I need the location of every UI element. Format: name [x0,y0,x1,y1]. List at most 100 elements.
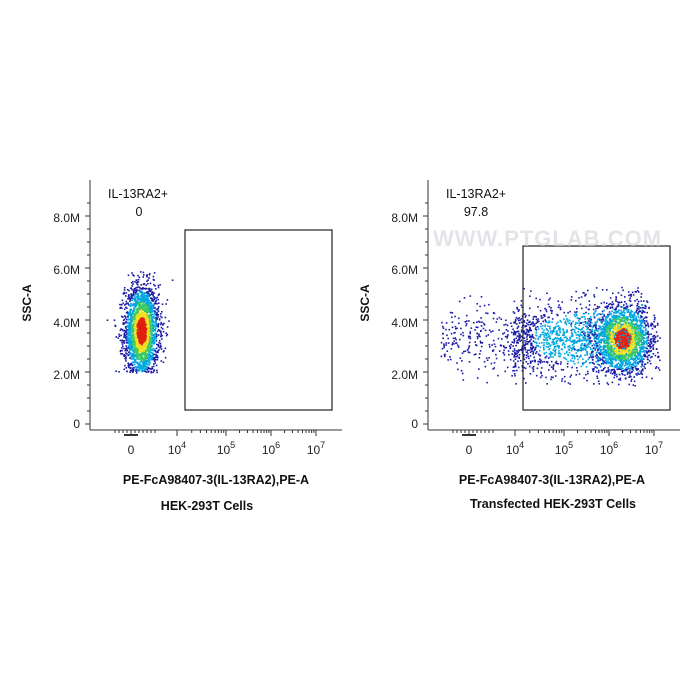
event-dot [144,345,147,348]
event-dot [597,360,599,363]
event-dot [578,356,580,358]
event-dot [451,312,454,314]
event-dot [142,274,145,276]
event-dot [136,340,139,342]
event-dot [486,359,489,361]
event-dot [137,301,140,303]
event-dot [135,358,137,361]
event-dot [586,353,588,355]
event-dot [160,334,163,336]
event-dot [580,331,582,333]
event-dot [479,305,481,308]
event-dot [515,323,518,325]
event-dot [156,303,158,305]
event-dot [141,288,144,290]
event-dot [133,318,136,320]
event-dot [156,313,158,315]
event-dot [129,299,132,301]
event-dot [610,348,612,350]
event-dot [508,345,511,347]
event-dot [617,357,619,359]
event-dot [576,307,578,310]
event-dot [153,314,155,316]
event-dot [158,339,161,342]
event-dot [149,294,152,296]
event-dot [533,315,536,318]
event-dot [146,308,148,310]
event-dot [447,337,449,340]
event-dot [606,382,609,384]
event-dot [613,372,615,374]
event-dot [149,307,152,310]
event-dot [450,332,453,335]
event-dot [532,351,535,353]
event-dot [525,356,528,359]
event-dot [639,354,642,356]
event-dot [139,349,142,351]
event-dot [143,322,146,325]
event-dot [150,340,152,343]
event-dot [638,327,640,329]
event-dot [653,325,655,328]
event-dot [143,359,145,361]
event-dot [154,335,157,338]
event-dot [563,375,566,378]
event-dot [464,350,467,352]
event-dot [447,359,449,361]
event-dot [554,352,557,354]
event-dot [526,322,528,325]
event-dot [593,338,596,340]
event-dot [165,303,167,305]
event-dot [545,321,548,323]
event-dot [560,321,562,323]
event-dot [618,373,621,376]
event-dot [137,278,140,281]
event-dot [129,297,132,300]
event-dot [532,368,535,371]
event-dot [129,310,131,313]
event-dot [480,329,482,332]
event-dot [488,343,491,346]
event-dot [621,326,624,329]
event-dot [141,355,143,358]
event-dot [130,325,133,328]
event-dot [640,321,643,323]
event-dot [145,329,147,331]
event-dot [129,364,131,367]
event-dot [141,343,144,345]
event-dot [152,327,155,330]
event-dot [635,338,638,341]
event-dot [145,284,147,286]
event-dot [517,339,519,341]
event-dot [624,353,626,356]
event-dot [146,291,148,293]
event-dot [152,316,154,318]
y-tick-label: 8.0M [391,211,418,225]
event-dot [157,343,159,346]
event-dot [635,323,638,326]
event-dot [638,346,641,349]
event-dot [160,323,162,326]
event-dot [133,358,135,361]
event-dot [154,285,156,287]
event-dot [140,327,142,329]
event-dot [537,363,540,366]
event-dot [517,310,520,312]
event-dot [463,297,466,299]
event-dot [573,331,576,333]
event-dot [563,318,565,320]
event-dot [122,302,125,305]
event-dot [132,356,134,358]
event-dot [523,319,525,322]
event-dot [128,327,131,329]
event-dot [149,346,152,348]
event-dot [149,341,152,344]
event-dot [468,341,471,344]
event-dot [627,335,630,338]
event-dot [142,287,144,289]
event-dot [613,336,616,339]
event-dot [535,316,537,318]
event-dot [153,335,156,338]
event-dot [153,342,156,345]
event-dot [622,314,624,317]
